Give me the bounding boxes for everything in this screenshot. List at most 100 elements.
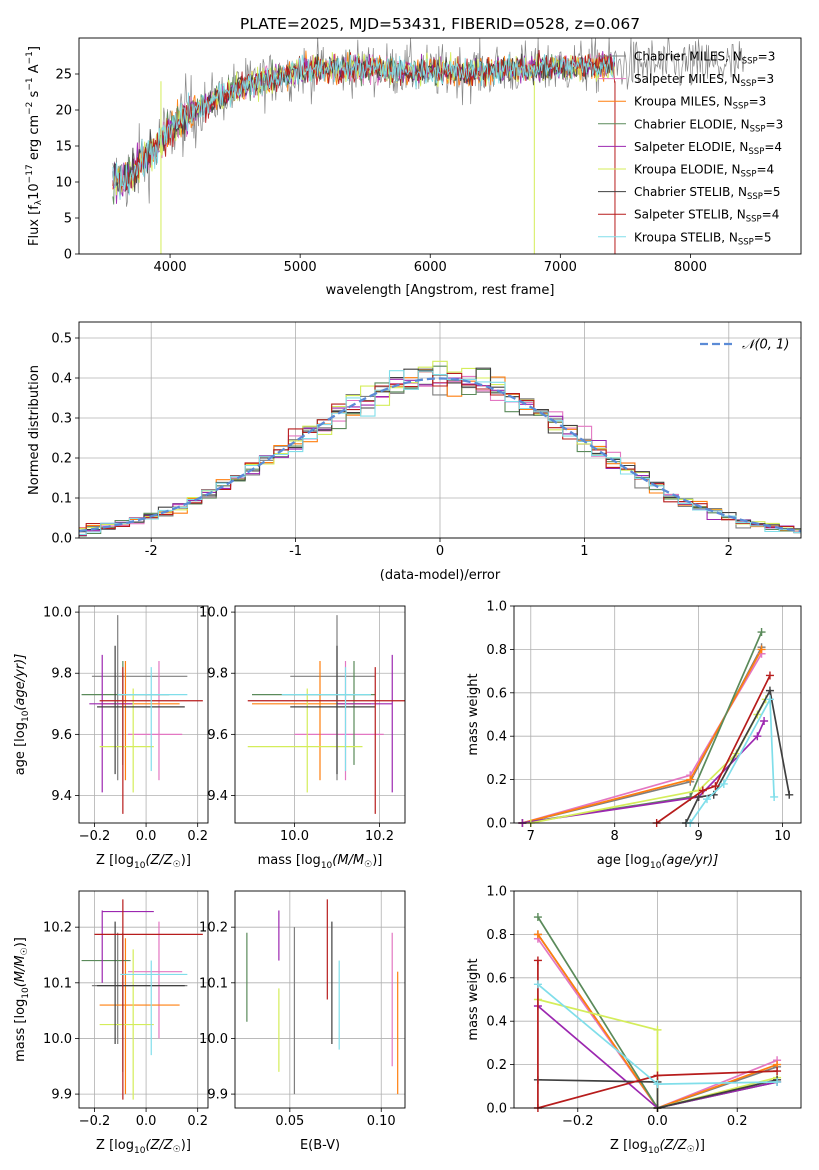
x-tick-label: 0.0 — [136, 829, 157, 844]
y-tick-label: 0.6 — [486, 971, 507, 986]
x-axis-label: mass [log10(M/M☉)] — [258, 853, 383, 871]
errorbar-kroupa-miles — [99, 938, 180, 1095]
x-axis-label: Z [log10(Z/Z☉)] — [610, 1138, 705, 1156]
y-tick-label: 0.8 — [486, 928, 507, 943]
y-tick-label: 10 — [55, 176, 72, 191]
weight-path — [537, 960, 778, 1110]
weight-vs-metallicity-panel: −0.2 0.0 0.2 0.0 0.2 0.4 0.6 0.8 1.0 Z [log10(Z/Z… — [466, 885, 802, 1156]
y-tick-label: 0.6 — [486, 686, 507, 701]
weight-marker — [686, 775, 695, 784]
weight-line-salpeter-miles — [518, 649, 766, 827]
x-tick-label: 5000 — [284, 260, 317, 275]
errorbar-chabrier-stelib — [290, 645, 376, 775]
y-tick-label: 9.8 — [207, 667, 228, 682]
errorbar-chabrier-miles — [91, 932, 188, 1045]
weight-path — [537, 1078, 778, 1110]
x-axis-label: wavelength [Angstrom, rest frame] — [326, 283, 555, 298]
errorbar-salpeter-elodie — [101, 910, 154, 983]
legend-label-chabrier-miles: Chabrier MILES, NSSP=3 — [634, 50, 775, 67]
y-tick-label: 0.8 — [486, 643, 507, 658]
errorbar-chabrier-stelib — [97, 921, 185, 1045]
legend-label-kroupa-elodie: Kroupa ELODIE, NSSP=4 — [634, 163, 774, 180]
y-tick-label: 20 — [55, 104, 72, 119]
x-tick-label: 0.2 — [187, 829, 208, 844]
legend-label-chabrier-stelib: Chabrier STELIB, NSSP=5 — [634, 185, 781, 202]
weight-line-kroupa-stelib — [686, 695, 779, 827]
weight-marker — [765, 695, 774, 704]
weight-marker — [765, 671, 774, 680]
x-axis-label: E(B-V) — [300, 1138, 340, 1153]
x-tick-label: −0.2 — [79, 1114, 111, 1129]
x-tick-label: 4000 — [154, 260, 187, 275]
x-tick-label: -1 — [289, 544, 302, 559]
errorbar-kroupa-stelib — [120, 960, 188, 1056]
x-tick-label: −0.2 — [79, 829, 111, 844]
y-tick-label: 0.0 — [486, 817, 507, 832]
errorbar-kroupa-stelib — [281, 667, 371, 772]
weight-marker — [773, 1077, 782, 1086]
y-tick-label: 10.0 — [199, 1032, 228, 1047]
y-tick-label: 10.0 — [43, 606, 72, 621]
y-axis-label: Normed distribution — [27, 365, 42, 495]
y-tick-label: 9.4 — [207, 789, 228, 804]
y-tick-label: 9.8 — [51, 667, 72, 682]
weight-line-kroupa-stelib — [533, 980, 782, 1089]
weight-marker — [773, 1067, 782, 1076]
axes-frame — [513, 605, 802, 824]
weight-line-chabrier-miles — [518, 643, 766, 827]
x-axis-label: Z [log10(Z/Z☉)] — [96, 853, 191, 871]
y-tick-label: 10.1 — [43, 976, 72, 991]
x-tick-label: 0.0 — [136, 1114, 157, 1129]
x-tick-label: 0.2 — [727, 1114, 748, 1129]
y-tick-label: 10.2 — [199, 921, 228, 936]
errorbar-salpeter-elodie — [337, 654, 393, 793]
y-tick-label: 5 — [64, 212, 72, 227]
y-tick-label: 0.0 — [486, 1102, 507, 1117]
x-axis-label: age [log10(age/yr)] — [597, 853, 719, 871]
y-tick-label: 0.2 — [51, 452, 72, 467]
y-tick-label: 9.9 — [51, 1088, 72, 1103]
weight-marker — [698, 786, 707, 795]
x-axis-label: (data-model)/error — [380, 568, 501, 583]
y-tick-label: 0.5 — [51, 332, 72, 347]
spectrum-line-kroupa-stelib — [112, 54, 616, 200]
y-tick-label: 0.4 — [486, 730, 507, 745]
y-tick-label: 10.1 — [199, 976, 228, 991]
errorbar-kroupa-stelib — [117, 667, 188, 772]
errorbar-chabrier-miles — [290, 615, 376, 781]
errorbar-chabrier-miles — [91, 615, 188, 781]
y-tick-label: 0.4 — [486, 1015, 507, 1030]
legend-label-chabrier-elodie: Chabrier ELODIE, NSSP=3 — [634, 117, 783, 134]
spectrum-panel: 4000 5000 6000 7000 8000 0 5 10 15 20 25 wavelength… — [25, 37, 802, 298]
x-tick-label: 8 — [611, 829, 619, 844]
errorbar-salpeter-miles — [128, 661, 183, 781]
weight-marker — [757, 645, 766, 654]
y-tick-label: 1.0 — [486, 600, 507, 615]
y-tick-label: 0 — [64, 248, 72, 263]
errorbar-salpeter-miles — [128, 921, 183, 1039]
x-tick-label: 0.0 — [647, 1114, 668, 1129]
histogram-kroupa-stelib — [79, 370, 801, 535]
x-tick-label: 7000 — [544, 260, 577, 275]
x-tick-label: 8000 — [674, 260, 707, 275]
axes-frame — [78, 605, 209, 824]
errorbar-salpeter-elodie — [89, 654, 134, 793]
legend-label-kroupa-stelib: Kroupa STELIB, NSSP=5 — [634, 230, 772, 247]
y-tick-label: 10.2 — [43, 921, 72, 936]
y-tick-label: 0.4 — [51, 372, 72, 387]
weight-path — [537, 998, 778, 1110]
axes-frame — [78, 890, 209, 1109]
weight-marker — [653, 1080, 662, 1089]
weight-path — [656, 675, 771, 824]
x-tick-label: 0.10 — [367, 1114, 396, 1129]
y-tick-label: 25 — [55, 68, 72, 83]
x-tick-label: 0.05 — [275, 1114, 304, 1129]
errorbar-salpeter-miles — [294, 661, 384, 781]
weight-marker — [719, 779, 728, 788]
x-tick-label: -2 — [145, 544, 158, 559]
y-tick-label: 10.0 — [199, 606, 228, 621]
errorbar-kroupa-miles — [99, 661, 180, 781]
weight-line-chabrier-elodie — [518, 628, 766, 827]
y-tick-label: 0.3 — [51, 412, 72, 427]
